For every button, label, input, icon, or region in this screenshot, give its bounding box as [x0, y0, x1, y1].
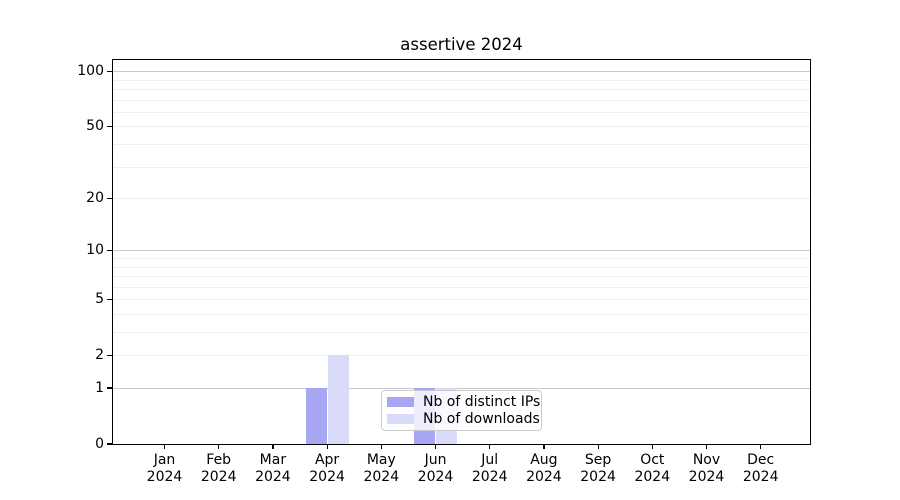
x-tick-label: Jul 2024 [458, 452, 522, 485]
x-tick [705, 444, 708, 449]
x-tick-label: Mar 2024 [241, 452, 305, 485]
x-tick [597, 444, 599, 449]
x-tick-year: 2024 [634, 468, 671, 485]
y-gridline-minor [113, 79, 810, 81]
x-tick-year: 2024 [742, 468, 779, 485]
legend-label-distinct-ips: Nb of distinct IPs [423, 394, 541, 411]
x-tick-year: 2024 [526, 468, 562, 485]
x-tick-month: Oct [640, 452, 665, 468]
x-tick [272, 444, 274, 449]
x-tick-year: 2024 [417, 468, 454, 485]
x-tick-label: Dec 2024 [729, 452, 793, 485]
y-tick-label: 20 [86, 190, 104, 207]
x-tick-year: 2024 [200, 468, 237, 485]
legend-item-distinct-ips: Nb of distinct IPs [387, 394, 541, 411]
chart-title: assertive 2024 [400, 35, 523, 54]
y-gridline-minor [113, 258, 810, 259]
y-tick [107, 70, 113, 72]
x-tick-label: May 2024 [349, 452, 413, 485]
legend-label-downloads: Nb of downloads [423, 410, 540, 427]
x-tick-label: Aug 2024 [512, 452, 576, 485]
x-tick [380, 444, 382, 449]
x-tick-label: Oct 2024 [620, 452, 684, 485]
x-tick [489, 444, 491, 449]
y-gridline-minor [113, 314, 810, 315]
y-gridline-minor [113, 266, 810, 268]
x-tick-year: 2024 [471, 468, 508, 485]
legend-item-downloads: Nb of downloads [387, 410, 540, 428]
y-gridline-minor [113, 99, 810, 101]
x-tick-label: Feb 2024 [187, 452, 251, 485]
x-tick-year: 2024 [688, 468, 725, 485]
bar-distinct-ips [305, 388, 327, 444]
x-tick [543, 444, 545, 449]
x-tick-label: Jun 2024 [404, 452, 468, 485]
y-tick-label: 2 [95, 347, 104, 364]
y-gridline-minor [113, 355, 810, 357]
x-tick-month: Jun [424, 452, 447, 468]
x-tick-month: Sep [584, 452, 612, 468]
x-tick-year: 2024 [309, 468, 345, 485]
x-tick-month: Jan [153, 452, 176, 468]
y-tick [107, 197, 113, 199]
y-tick-label: 1 [95, 380, 104, 396]
bar-downloads [327, 355, 349, 444]
y-tick-label: 50 [86, 118, 104, 135]
y-gridline-minor [113, 286, 810, 288]
x-tick-year: 2024 [580, 468, 616, 485]
x-tick-year: 2024 [146, 468, 183, 485]
y-gridline-minor [113, 299, 810, 301]
legend-swatch-distinct-ips [387, 397, 414, 408]
x-tick-month: May [366, 452, 396, 468]
y-gridline-minor [113, 332, 810, 333]
x-tick-year: 2024 [255, 468, 291, 485]
y-tick-label: 0 [95, 436, 104, 452]
x-tick-month: Feb [206, 452, 232, 468]
y-gridline-major [113, 388, 810, 389]
y-gridline-minor [113, 111, 810, 113]
x-tick-month: Dec [747, 452, 775, 468]
y-tick-label: 5 [95, 291, 104, 308]
y-tick [107, 443, 113, 445]
x-tick [651, 444, 653, 449]
y-gridline-minor [113, 198, 810, 200]
y-gridline-minor [113, 126, 810, 128]
x-tick-label: Sep 2024 [566, 452, 630, 485]
y-tick-label: 100 [77, 63, 104, 80]
x-tick-label: Apr 2024 [295, 452, 359, 485]
y-gridline-major [113, 250, 810, 252]
y-gridline-major [113, 71, 810, 73]
y-tick-label: 10 [86, 242, 104, 259]
x-tick-year: 2024 [363, 468, 400, 485]
legend: Nb of distinct IPs Nb of downloads [381, 390, 542, 431]
x-tick-label: Jan 2024 [133, 452, 197, 485]
x-tick [434, 444, 437, 449]
x-tick [760, 444, 762, 449]
y-gridline-minor [113, 89, 810, 90]
y-tick [107, 387, 113, 389]
x-tick [218, 444, 220, 449]
y-tick [107, 125, 113, 128]
x-tick-month: Aug [530, 452, 558, 468]
x-tick-month: Nov [692, 452, 721, 468]
x-tick [326, 444, 328, 449]
x-tick-month: Apr [314, 452, 340, 468]
x-tick-label: Nov 2024 [675, 452, 739, 485]
x-tick-month: Jul [481, 452, 499, 468]
y-gridline-minor [113, 144, 810, 145]
y-gridline-minor [113, 166, 810, 168]
y-tick [107, 298, 113, 300]
legend-swatch-downloads [387, 413, 414, 424]
y-tick [107, 249, 113, 251]
x-tick [163, 444, 166, 449]
y-tick [107, 354, 113, 356]
x-tick-month: Mar [259, 452, 287, 468]
y-gridline-minor [113, 276, 810, 277]
